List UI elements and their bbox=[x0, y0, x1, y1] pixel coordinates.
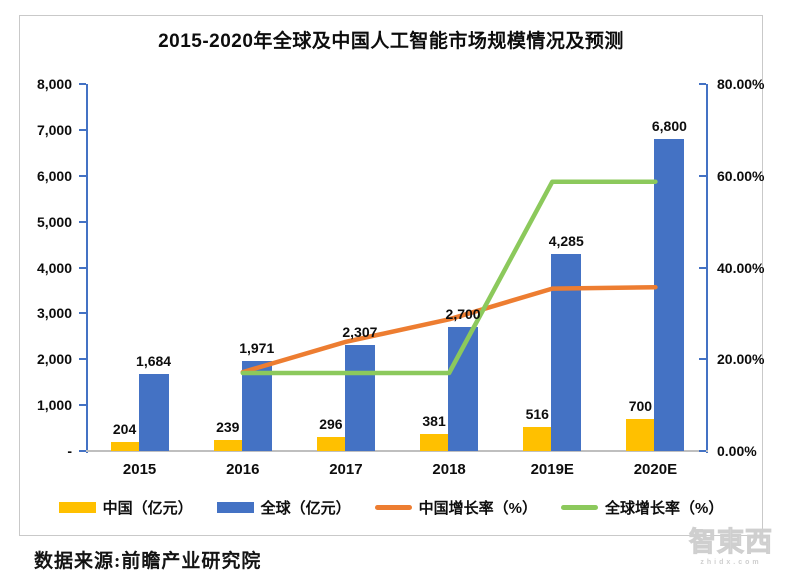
right-axis-tick bbox=[699, 450, 706, 452]
bar-china bbox=[316, 437, 345, 451]
plot-area: 204 239 296 381 516 700 1,684 1,971 2,307 2,700 4,… bbox=[79, 83, 708, 453]
right-axis-tick bbox=[699, 174, 706, 177]
left-axis-tick bbox=[79, 266, 86, 269]
legend-item-china-growth: 中国增长率（%） bbox=[374, 497, 538, 518]
bar-global bbox=[241, 360, 272, 451]
bar-value-label: 296 bbox=[319, 416, 343, 433]
bar-value-label: 2,307 bbox=[342, 324, 378, 341]
bar-china bbox=[110, 441, 139, 451]
category-label: 2015 bbox=[122, 461, 157, 478]
left-axis-line bbox=[86, 84, 88, 453]
left-axis-tick bbox=[79, 128, 86, 131]
right-axis-tick-labels: 80.00% 60.00% 40.00% 20.00% 0.00% bbox=[717, 76, 787, 459]
growth-line-global bbox=[240, 179, 658, 376]
legend-item-global-bar: 全球（亿元） bbox=[216, 497, 351, 518]
left-axis-tick bbox=[79, 450, 86, 452]
line-series-layer bbox=[240, 179, 658, 376]
chart-title: 2015-2020年全球及中国人工智能市场规模情况及预测 bbox=[158, 31, 624, 52]
legend-line-swatch-china-growth bbox=[374, 504, 412, 510]
left-axis-tick-labels: 8,000 7,000 6,000 5,000 4,000 3,000 2,000 1,000… bbox=[8, 76, 80, 459]
bar-value-label: 1,971 bbox=[239, 339, 275, 356]
legend-item-global-growth: 全球增长率（%） bbox=[561, 497, 723, 518]
bar-global bbox=[344, 345, 375, 451]
legend-line-swatch-global-growth bbox=[561, 504, 599, 510]
left-axis-tick bbox=[79, 312, 86, 315]
bar-value-label: 204 bbox=[112, 420, 137, 437]
bar-china bbox=[523, 427, 552, 451]
legend-item-china-bar: 中国（亿元） bbox=[58, 497, 193, 518]
legend-label: 中国增长率（%） bbox=[418, 499, 538, 517]
right-axis-tick-label: 0.00% bbox=[717, 443, 757, 459]
right-axis-tick bbox=[699, 266, 706, 269]
bar-value-label: 239 bbox=[216, 419, 240, 436]
right-axis-tick-label: 60.00% bbox=[717, 167, 765, 184]
right-axis-tick-label: 80.00% bbox=[717, 76, 765, 92]
growth-line-china bbox=[240, 284, 658, 375]
left-axis-tick-label: 3,000 bbox=[36, 305, 72, 322]
bar-china bbox=[626, 418, 655, 451]
bar-value-label: 700 bbox=[628, 397, 653, 414]
category-label: 2019E bbox=[530, 461, 574, 478]
bar-china bbox=[213, 440, 242, 451]
left-axis-tick-label: - bbox=[67, 443, 72, 459]
data-source-note: 数据来源:前瞻产业研究院 bbox=[34, 551, 262, 572]
legend-bar-swatch-china-bar bbox=[58, 501, 96, 513]
bar-value-label: 381 bbox=[422, 412, 446, 429]
category-label: 2016 bbox=[226, 461, 260, 478]
bar-value-label: 6,800 bbox=[651, 118, 687, 135]
left-axis-tick-label: 5,000 bbox=[36, 213, 72, 230]
bar-value-label: 1,684 bbox=[136, 352, 172, 369]
category-label: 2017 bbox=[329, 461, 363, 478]
left-axis-tick-label: 6,000 bbox=[36, 167, 72, 184]
bar-value-label: 516 bbox=[525, 406, 549, 423]
bar-global bbox=[654, 139, 685, 451]
legend-bar-swatch-global-bar bbox=[216, 501, 254, 513]
category-axis-labels: 2015 2016 2017 2018 2019E 2020E bbox=[88, 461, 707, 481]
legend-label: 全球（亿元） bbox=[260, 499, 351, 517]
chart-legend: 中国（亿元） 全球（亿元） 中国增长率（%） 全球增长率（%） bbox=[19, 494, 763, 520]
watermark: 智東西 zhidx.com bbox=[686, 527, 776, 566]
left-axis-tick-label: 7,000 bbox=[36, 121, 72, 138]
watermark-brand-logo: 智東西 bbox=[689, 527, 773, 557]
left-axis-tick bbox=[79, 220, 86, 223]
right-axis-line bbox=[706, 84, 708, 453]
right-axis-tick-label: 20.00% bbox=[717, 351, 765, 368]
right-axis-tick-label: 40.00% bbox=[717, 259, 765, 276]
right-axis-tick bbox=[699, 358, 706, 361]
bar-value-label: 4,285 bbox=[548, 233, 584, 250]
left-axis-tick bbox=[79, 404, 86, 407]
legend-label: 中国（亿元） bbox=[102, 499, 193, 517]
bar-china bbox=[420, 433, 449, 451]
left-axis-tick-label: 4,000 bbox=[36, 259, 72, 276]
bar-value-label: 2,700 bbox=[445, 306, 481, 323]
left-axis-tick bbox=[79, 83, 86, 85]
left-axis-tick bbox=[79, 174, 86, 177]
bar-global bbox=[138, 373, 169, 451]
category-label: 2018 bbox=[432, 461, 466, 478]
left-axis-tick-label: 2,000 bbox=[36, 351, 72, 368]
x-axis-line bbox=[86, 450, 708, 452]
watermark-domain-text: zhidx.com bbox=[700, 558, 762, 566]
left-axis-tick-label: 8,000 bbox=[36, 76, 72, 92]
legend-label: 全球增长率（%） bbox=[605, 499, 724, 517]
right-axis-tick bbox=[699, 83, 706, 85]
category-label: 2020E bbox=[633, 461, 678, 478]
left-axis-tick-label: 1,000 bbox=[36, 397, 72, 414]
left-axis-tick bbox=[79, 358, 86, 361]
